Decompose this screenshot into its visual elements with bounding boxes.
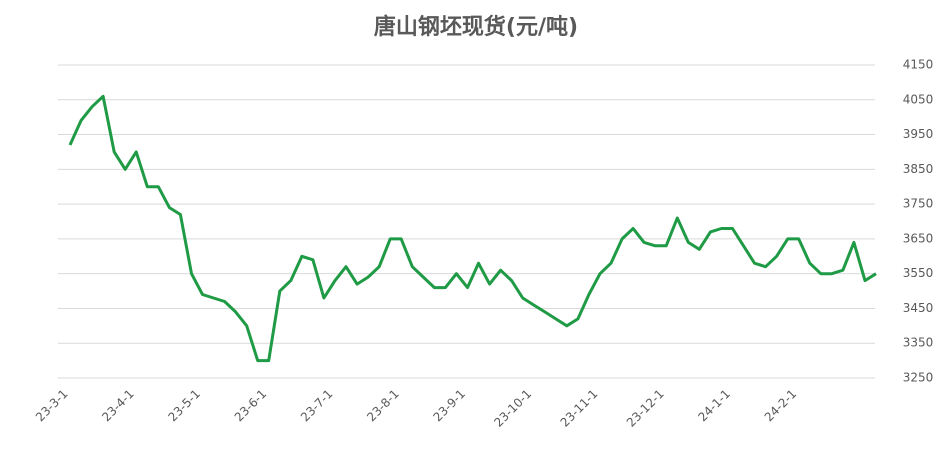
data-line bbox=[68, 94, 877, 363]
x-tick-label: 23-7-1 bbox=[298, 387, 336, 425]
y-tick-label: 3450 bbox=[903, 301, 934, 315]
x-tick-label: 24-1-1 bbox=[695, 387, 733, 425]
x-tick-label: 23-3-1 bbox=[33, 387, 71, 425]
y-tick-label: 4150 bbox=[903, 58, 934, 72]
x-tick-label: 23-5-1 bbox=[165, 387, 203, 425]
x-tick-label: 23-4-1 bbox=[99, 387, 137, 425]
y-tick-label: 3250 bbox=[903, 371, 934, 385]
x-tick-label: 23-11-1 bbox=[558, 387, 601, 430]
x-tick-label: 23-6-1 bbox=[232, 387, 270, 425]
y-tick-label: 4050 bbox=[903, 92, 934, 106]
x-tick-label: 23-8-1 bbox=[364, 387, 402, 425]
y-tick-label: 3750 bbox=[903, 197, 934, 211]
y-tick-label: 3550 bbox=[903, 266, 934, 280]
chart-title: 唐山钢坯现货(元/吨) bbox=[374, 14, 578, 40]
y-tick-label: 3850 bbox=[903, 162, 934, 176]
y-tick-label: 3950 bbox=[903, 127, 934, 141]
y-tick-label: 3650 bbox=[903, 231, 934, 245]
x-tick-label: 24-2-1 bbox=[762, 387, 800, 425]
x-tick-label: 23-12-1 bbox=[624, 387, 667, 430]
x-tick-label: 23-9-1 bbox=[430, 387, 468, 425]
y-tick-label: 3350 bbox=[903, 336, 934, 350]
x-tick-label: 23-10-1 bbox=[491, 387, 534, 430]
